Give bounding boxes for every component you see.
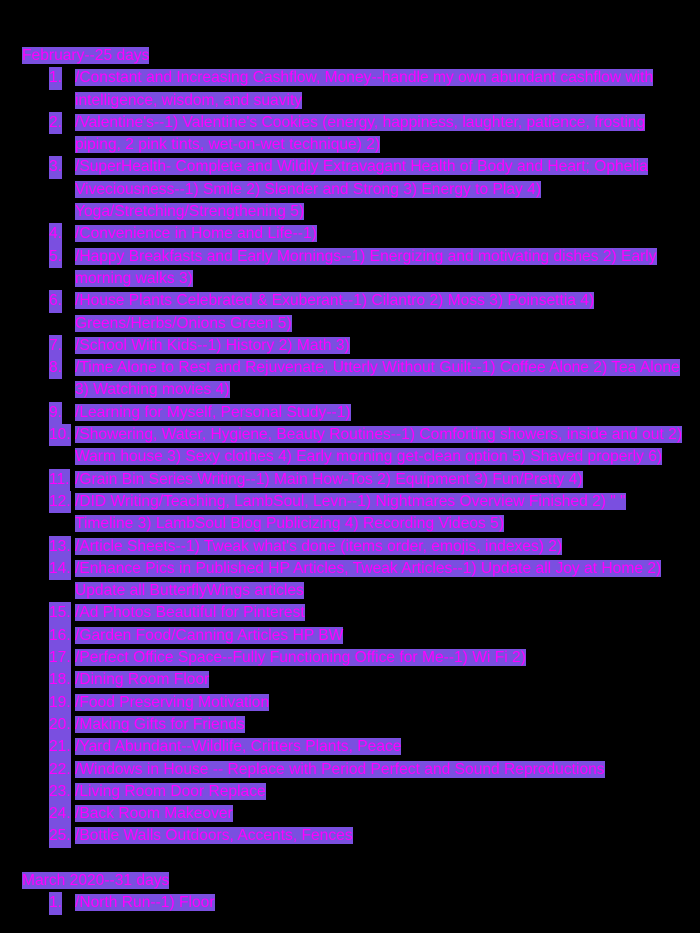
goal-list-item: 11. /Grain Bin Series Writing--1) Main Ho… [0, 468, 700, 491]
goal-text: /Dining Room Floor [75, 671, 210, 689]
goal-number: 13. [49, 535, 71, 558]
goal-text: /Grain Bin Series Writing--1) Main How-T… [75, 470, 583, 488]
goal-list-item: 22./Windows in House -- Replace with Per… [0, 758, 700, 781]
goal-number: 6. [49, 290, 63, 313]
goal-number: 11. [49, 468, 70, 491]
goal-number: 4. [49, 223, 63, 246]
goal-list-item: 16./Garden Food/Canning Articles HP BW [0, 624, 700, 648]
goal-number: 12. [49, 490, 71, 514]
goal-number: 18. [49, 669, 71, 692]
goal-list-item: 7. /School With Kids--1) History 2) Math … [0, 334, 700, 358]
goal-list-item: 15./Ad Photos Beautiful for Pinterest [0, 602, 700, 625]
goal-list-item: 21./Yard Abundant--Wildlife, Critters Pl… [0, 736, 700, 759]
goal-number: 25. [49, 825, 71, 848]
goal-list: 1. /Constant and Increasing Cashflow, Mon… [0, 67, 700, 848]
goal-text: /SuperHealth- Complete and Wildly Extrav… [75, 158, 648, 221]
month-heading: February--25 days [0, 45, 700, 67]
goal-text: /Ad Photos Beautiful for Pinterest [75, 604, 305, 622]
goal-list-item: 8. /Time Alone to Rest and Rejuvenate, Ut… [0, 357, 700, 402]
goal-number: 20. [49, 713, 71, 737]
goal-text: /Yard Abundant--Wildlife, Critters Plant… [75, 738, 402, 756]
goal-list-item: 9. /Learning for Myself, Personal Study--… [0, 401, 700, 425]
goal-number: 24. [49, 803, 71, 826]
goal-list-item: 1. /Constant and Increasing Cashflow, Mon… [0, 67, 700, 112]
goal-text: /Food Preserving Motivation [75, 693, 270, 711]
goal-list-item: 10./Showering, Water, Hygiene, Beauty Ro… [0, 424, 700, 469]
goal-list-item: 2. /Valentine's--1) Valentine's Cookies (… [0, 111, 700, 157]
goal-text: /Time Alone to Rest and Rejuvenate, Utte… [75, 359, 680, 399]
goal-number: 7. [49, 334, 63, 358]
goal-text: /Happy Breakfasts and Early Mornings--1)… [75, 247, 657, 287]
month-section: February--25 days 1. /Constant and Increas… [0, 45, 700, 848]
goal-list-item: 13./Article Sheets--1) Tweak what's done… [0, 535, 700, 558]
goal-number: 23. [49, 780, 71, 804]
month-heading-text: February--25 days [22, 47, 150, 64]
goal-list-item: 5. /Happy Breakfasts and Early Mornings--… [0, 245, 700, 291]
goal-list-item: 4. /Convenience in Home and Life--1) [0, 223, 700, 246]
goal-text: /Constant and Increasing Cashflow, Money… [75, 69, 654, 109]
goal-number: 8. [49, 357, 63, 380]
goal-text: /DID Writing/Teaching, LambSoul, Levn--1… [75, 492, 626, 533]
goal-list-item: 20./Making Gifts for Friends [0, 713, 700, 737]
goal-number: 1. [49, 892, 63, 915]
goal-number: 19. [49, 691, 71, 714]
goal-text: /Making Gifts for Friends [75, 715, 245, 733]
goal-number: 16. [49, 624, 71, 648]
goal-text: /Windows in House -- Replace with Period… [75, 760, 605, 778]
goal-list-item: 6. /House Plants Celebrated & Exuberant--… [0, 290, 700, 335]
goal-list-item: 24./Back Room Makeover [0, 803, 700, 826]
goal-list-item: 25./Bottle Walls Outdoors, Accents, Fenc… [0, 825, 700, 848]
goal-list-item: 1. /North Run--1) Floor [0, 892, 700, 915]
goal-number: 5. [49, 245, 63, 268]
goal-text: /Showering, Water, Hygiene, Beauty Routi… [75, 426, 683, 466]
goal-list-item: 19./Food Preserving Motivation [0, 691, 700, 714]
goal-number: 3. [49, 156, 63, 179]
goal-number: 15. [49, 602, 71, 625]
goal-text: /Garden Food/Canning Articles HP BW [75, 626, 344, 644]
goal-number: 10. [49, 424, 71, 447]
month-section: March 2020--31 days 1. /North Run--1) Floo… [0, 870, 700, 915]
month-heading: March 2020--31 days [0, 870, 700, 892]
goal-text: /Convenience in Home and Life--1) [75, 225, 317, 243]
goal-text: /Perfect Office Space--Fully Functioning… [75, 649, 526, 667]
goal-number: 2. [49, 111, 63, 135]
goal-number: 1. [49, 67, 63, 90]
goal-text: /Enhance Pics in Published HP Articles, … [75, 559, 662, 600]
goal-list-item: 14./Enhance Pics in Published HP Article… [0, 557, 700, 603]
goal-text: /School With Kids--1) History 2) Math 3) [75, 336, 350, 354]
goal-number: 17. [49, 647, 71, 670]
goal-text: /Learning for Myself, Personal Study--1) [75, 403, 351, 421]
goal-list-item: 3. /SuperHealth- Complete and Wildly Extr… [0, 156, 700, 223]
goal-text: /Living Room Door Replace [75, 782, 266, 800]
goal-number: 9. [49, 401, 63, 425]
goal-list-item: 18./Dining Room Floor [0, 669, 700, 692]
goal-list-item: 17./Perfect Office Space--Fully Function… [0, 647, 700, 670]
goal-list-item: 23./Living Room Door Replace [0, 780, 700, 804]
document-body: February--25 days 1. /Constant and Increas… [0, 45, 700, 933]
goal-number: 14. [49, 557, 71, 581]
goal-text: /Back Room Makeover [75, 805, 233, 823]
goal-text: /North Run--1) Floor [75, 894, 215, 912]
goal-number: 21. [49, 736, 71, 759]
goal-list-item: 12./DID Writing/Teaching, LambSoul, Levn… [0, 490, 700, 536]
month-heading-text: March 2020--31 days [22, 871, 170, 889]
goal-text: /Valentine's--1) Valentine's Cookies (en… [75, 113, 646, 154]
goal-list: 1. /North Run--1) Floor [0, 892, 700, 915]
goal-text: /House Plants Celebrated & Exuberant--1)… [75, 292, 595, 332]
goal-text: /Article Sheets--1) Tweak what's done (i… [75, 537, 563, 555]
goal-text: /Bottle Walls Outdoors, Accents, Fences [75, 827, 353, 845]
goal-number: 22. [49, 758, 71, 781]
